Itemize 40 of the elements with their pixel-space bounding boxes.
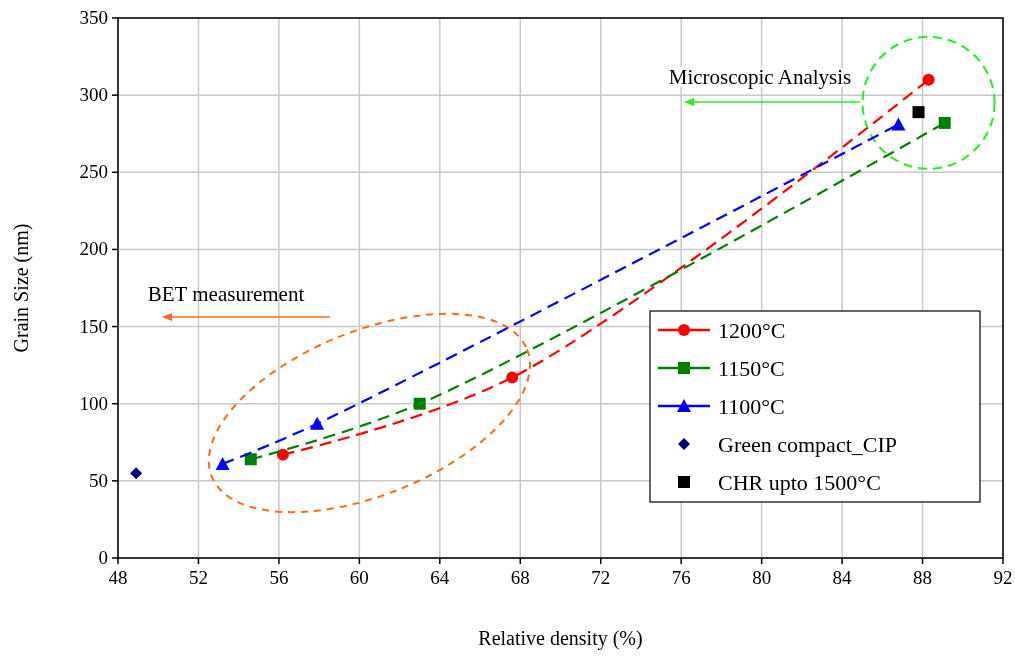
point [310, 416, 325, 430]
annotation: BET measurement [147, 282, 305, 306]
point [891, 117, 906, 131]
point [215, 456, 230, 470]
x-tick-label: 88 [913, 567, 933, 588]
point [912, 106, 925, 119]
x-tick-label: 52 [188, 567, 208, 588]
point [938, 116, 951, 129]
point [413, 397, 426, 410]
point [244, 453, 257, 466]
x-tick-label: 60 [349, 567, 369, 588]
y-tick-label: 150 [79, 315, 108, 337]
x-tick-label: 76 [671, 567, 691, 588]
point [130, 467, 143, 480]
y-tick-label: 0 [98, 547, 108, 568]
legend-label: CHR upto 1500°C [718, 470, 881, 495]
y-tick-label: 300 [79, 84, 108, 106]
y-tick-label: 50 [89, 469, 108, 491]
x-tick-label: 68 [510, 567, 530, 588]
y-tick-label: 250 [79, 161, 108, 183]
x-tick-label: 72 [591, 567, 611, 588]
x-tick-label: 64 [430, 567, 450, 588]
point [922, 73, 935, 86]
y-tick-label: 200 [79, 238, 108, 260]
x-tick-label: 80 [752, 567, 772, 588]
legend-label: 1200°C [718, 318, 786, 343]
annotation: Microscopic Analysis [668, 65, 852, 89]
x-tick-label: 56 [269, 567, 289, 588]
legend-label: 1100°C [718, 394, 785, 419]
y-tick-label: 100 [79, 392, 108, 414]
x-axis-title: Relative density (%) [478, 627, 643, 650]
x-tick-label: 84 [832, 567, 853, 588]
y-tick-label: 350 [79, 7, 108, 28]
point [276, 448, 289, 461]
legend-label: Green compact_CIP [718, 432, 897, 457]
legend-label: 1150°C [718, 356, 785, 381]
x-tick-label: 48 [108, 567, 128, 588]
x-tick-label: 92 [993, 567, 1013, 588]
y-axis-title: Grain Size (nm) [10, 223, 33, 353]
point [506, 371, 519, 384]
